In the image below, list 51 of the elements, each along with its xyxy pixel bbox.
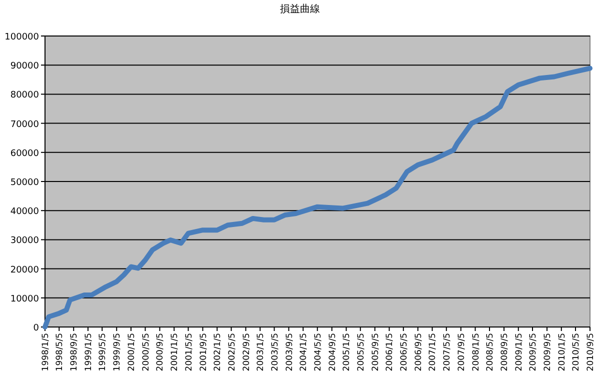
x-tick-label: 2001/5/5 <box>184 333 194 372</box>
x-tick-label: 2004/9/5 <box>328 333 338 372</box>
x-tick-label: 2006/1/5 <box>385 333 396 372</box>
x-tick-label: 2000/1/5 <box>127 333 138 372</box>
y-tick-label: 0 <box>33 324 40 334</box>
x-tick-label: 1998/5/5 <box>55 333 66 372</box>
x-tick-label: 2010/1/5 <box>557 333 568 372</box>
x-tick-label: 2001/9/5 <box>198 333 209 372</box>
y-tick-label: 80000 <box>10 90 40 101</box>
x-tick-label: 2006/5/5 <box>399 333 410 372</box>
y-tick-label: 90000 <box>10 62 40 72</box>
x-tick-label: 2007/1/5 <box>428 333 438 372</box>
y-tick-label: 20000 <box>10 265 40 276</box>
x-tick-label: 2002/9/5 <box>242 333 252 372</box>
x-tick-label: 2008/5/5 <box>486 333 496 372</box>
x-tick-label: 2003/9/5 <box>284 333 295 372</box>
x-tick-label: 2001/1/5 <box>170 333 180 372</box>
x-tick-label: 2000/9/5 <box>156 333 166 372</box>
x-tick-label: 2005/5/5 <box>356 333 366 372</box>
x-tick-label: 2003/1/5 <box>256 333 266 372</box>
y-tick-label: 10000 <box>10 294 40 304</box>
x-tick-label: 1999/1/5 <box>84 333 94 372</box>
y-tick-label: 70000 <box>10 120 40 130</box>
y-tick-label: 100000 <box>4 32 40 42</box>
x-tick-label: 2005/1/5 <box>342 333 352 372</box>
x-tick-label: 2008/1/5 <box>471 333 482 372</box>
x-tick-label: 2004/1/5 <box>299 333 310 372</box>
x-tick-label: 2009/9/5 <box>543 333 553 372</box>
x-tick-label: 2010/5/5 <box>572 333 582 372</box>
x-tick-label: 2003/5/5 <box>270 333 280 372</box>
x-tick-label: 1999/9/5 <box>112 333 123 372</box>
x-tick-label: 1998/1/5 <box>41 333 51 372</box>
x-tick-label: 2009/5/5 <box>528 333 539 372</box>
x-tick-label: 1998/9/5 <box>70 333 80 372</box>
x-tick-label: 2005/9/5 <box>370 333 381 372</box>
x-tick-label: 2002/5/5 <box>227 333 238 372</box>
x-tick-label: 2010/9/5 <box>586 333 596 372</box>
y-tick-label: 60000 <box>10 148 40 159</box>
x-tick-label: 2006/9/5 <box>414 333 424 372</box>
x-tick-label: 2004/5/5 <box>313 333 324 372</box>
x-tick-label: 2008/9/5 <box>500 333 510 372</box>
x-tick-label: 2007/5/5 <box>442 333 452 372</box>
y-tick-label: 30000 <box>10 236 40 246</box>
chart-title: 損益曲線 <box>280 3 320 15</box>
x-tick-label: 2009/1/5 <box>514 333 524 372</box>
x-tick-label: 1999/5/5 <box>98 333 108 372</box>
y-tick-label: 50000 <box>10 178 40 188</box>
x-tick-label: 2002/1/5 <box>213 333 224 372</box>
y-tick-label: 40000 <box>10 207 40 218</box>
x-tick-label: 2000/5/5 <box>141 333 152 372</box>
x-tick-label: 2007/9/5 <box>456 333 467 372</box>
